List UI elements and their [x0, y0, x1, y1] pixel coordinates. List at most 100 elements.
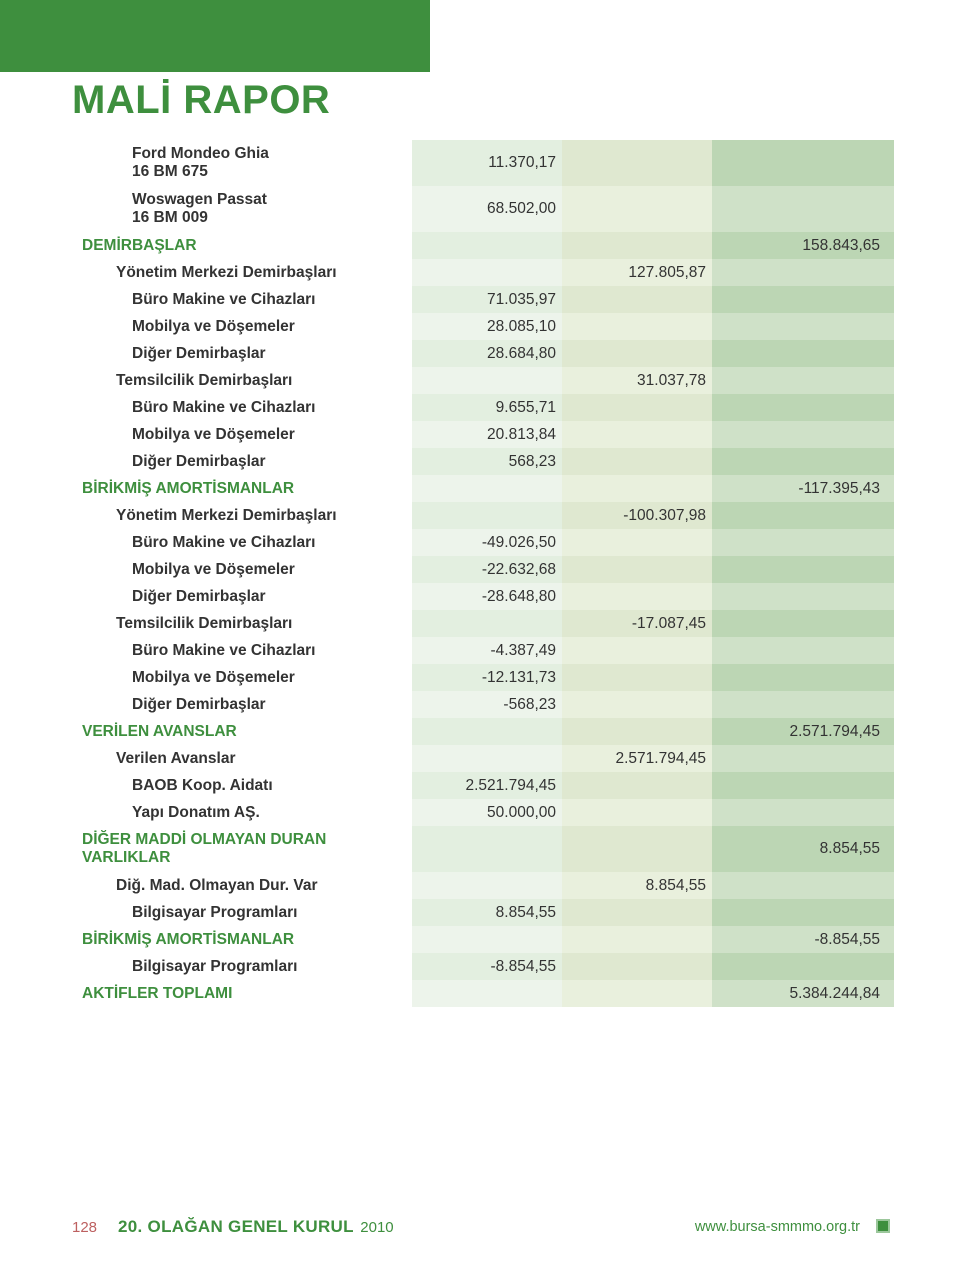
col-1-value — [412, 980, 562, 1007]
table-row: BİRİKMİŞ AMORTİSMANLAR-8.854,55 — [72, 926, 894, 953]
table-row: Büro Makine ve Cihazları9.655,71 — [72, 394, 894, 421]
col-3-value — [712, 556, 894, 583]
row-label: Diğ. Mad. Olmayan Dur. Var — [72, 872, 412, 899]
table-row: Diğer Demirbaşlar-28.648,80 — [72, 583, 894, 610]
col-3-value — [712, 502, 894, 529]
col-2-value — [562, 691, 712, 718]
col-1-value — [412, 259, 562, 286]
col-2-value — [562, 826, 712, 872]
table-row: Yönetim Merkezi Demirbaşları-100.307,98 — [72, 502, 894, 529]
row-label: Verilen Avanslar — [72, 745, 412, 772]
col-1-value — [412, 926, 562, 953]
col-1-value: 9.655,71 — [412, 394, 562, 421]
col-1-value — [412, 826, 562, 872]
col-1-value: 71.035,97 — [412, 286, 562, 313]
col-1-value: -49.026,50 — [412, 529, 562, 556]
col-1-value — [412, 475, 562, 502]
col-2-value — [562, 186, 712, 232]
row-label: Büro Makine ve Cihazları — [72, 394, 412, 421]
table-row: Yapı Donatım AŞ.50.000,00 — [72, 799, 894, 826]
row-label: Bilgisayar Programları — [72, 899, 412, 926]
row-label: Büro Makine ve Cihazları — [72, 637, 412, 664]
col-2-value — [562, 232, 712, 259]
col-3-value — [712, 313, 894, 340]
table-row: Temsilcilik Demirbaşları -17.087,45 — [72, 610, 894, 637]
col-2-value — [562, 772, 712, 799]
col-3-value — [712, 259, 894, 286]
row-label: DİĞER MADDİ OLMAYAN DURAN VARLIKLAR — [72, 826, 412, 872]
table-row: Büro Makine ve Cihazları-49.026,50 — [72, 529, 894, 556]
col-2-value — [562, 556, 712, 583]
col-1-value — [412, 718, 562, 745]
footer-square-icon — [876, 1219, 890, 1233]
col-3-value — [712, 186, 894, 232]
col-2-value: -100.307,98 — [562, 502, 712, 529]
table-row: Temsilcilik Demirbaşları31.037,78 — [72, 367, 894, 394]
col-2-value — [562, 637, 712, 664]
col-2-value — [562, 140, 712, 186]
col-3-value — [712, 394, 894, 421]
col-2-value — [562, 953, 712, 980]
col-3-value — [712, 610, 894, 637]
col-3-value: 5.384.244,84 — [712, 980, 894, 1007]
table-row: Mobilya ve Döşemeler-12.131,73 — [72, 664, 894, 691]
col-1-value: -28.648,80 — [412, 583, 562, 610]
col-1-value: 11.370,17 — [412, 140, 562, 186]
row-label: Yönetim Merkezi Demirbaşları — [72, 259, 412, 286]
col-1-value: -12.131,73 — [412, 664, 562, 691]
col-1-value — [412, 745, 562, 772]
col-2-value — [562, 286, 712, 313]
col-1-value — [412, 872, 562, 899]
table-row: Ford Mondeo Ghia16 BM 67511.370,17 — [72, 140, 894, 186]
table-row: Mobilya ve Döşemeler28.085,10 — [72, 313, 894, 340]
col-1-value: -568,23 — [412, 691, 562, 718]
col-1-value: 68.502,00 — [412, 186, 562, 232]
col-2-value — [562, 926, 712, 953]
table-row: Bilgisayar Programları8.854,55 — [72, 899, 894, 926]
col-3-value — [712, 286, 894, 313]
row-label: Temsilcilik Demirbaşları — [72, 367, 412, 394]
row-label: Temsilcilik Demirbaşları — [72, 610, 412, 637]
table-row: Yönetim Merkezi Demirbaşları 127.805,87 — [72, 259, 894, 286]
col-3-value — [712, 583, 894, 610]
financial-table: Ford Mondeo Ghia16 BM 67511.370,17Woswag… — [72, 140, 894, 1007]
row-label: Diğer Demirbaşlar — [72, 691, 412, 718]
row-label: Diğer Demirbaşlar — [72, 583, 412, 610]
col-1-value — [412, 232, 562, 259]
table-row: DİĞER MADDİ OLMAYAN DURAN VARLIKLAR8.854… — [72, 826, 894, 872]
col-3-value — [712, 691, 894, 718]
row-label: BİRİKMİŞ AMORTİSMANLAR — [72, 475, 412, 502]
col-2-value — [562, 980, 712, 1007]
table-row: Büro Makine ve Cihazları-4.387,49 — [72, 637, 894, 664]
page-footer: 128 20. OLAĞAN GENEL KURUL 2010 www.burs… — [0, 1217, 960, 1247]
table-row: Diğer Demirbaşlar-568,23 — [72, 691, 894, 718]
row-label: BAOB Koop. Aidatı — [72, 772, 412, 799]
row-label: Diğer Demirbaşlar — [72, 340, 412, 367]
col-3-value — [712, 772, 894, 799]
table-row: Woswagen Passat16 BM 00968.502,00 — [72, 186, 894, 232]
col-3-value — [712, 664, 894, 691]
col-3-value — [712, 953, 894, 980]
footer-title-year: 2010 — [360, 1219, 393, 1236]
col-3-value — [712, 872, 894, 899]
table-row: DEMİRBAŞLAR158.843,65 — [72, 232, 894, 259]
col-1-value: -22.632,68 — [412, 556, 562, 583]
row-label: Mobilya ve Döşemeler — [72, 421, 412, 448]
table-row: Mobilya ve Döşemeler-22.632,68 — [72, 556, 894, 583]
table-row: Bilgisayar Programları-8.854,55 — [72, 953, 894, 980]
table-row: Diğer Demirbaşlar568,23 — [72, 448, 894, 475]
row-label: Ford Mondeo Ghia16 BM 675 — [72, 140, 412, 186]
footer-url: www.bursa-smmmo.org.tr — [695, 1219, 860, 1235]
col-3-value: -8.854,55 — [712, 926, 894, 953]
table-row: VERİLEN AVANSLAR2.571.794,45 — [72, 718, 894, 745]
col-2-value: 127.805,87 — [562, 259, 712, 286]
col-2-value — [562, 340, 712, 367]
col-2-value: -17.087,45 — [562, 610, 712, 637]
col-3-value — [712, 529, 894, 556]
col-1-value: 8.854,55 — [412, 899, 562, 926]
table-row: BİRİKMİŞ AMORTİSMANLAR-117.395,43 — [72, 475, 894, 502]
row-label: Diğer Demirbaşlar — [72, 448, 412, 475]
row-label: Woswagen Passat16 BM 009 — [72, 186, 412, 232]
col-1-value: 28.085,10 — [412, 313, 562, 340]
col-3-value — [712, 140, 894, 186]
